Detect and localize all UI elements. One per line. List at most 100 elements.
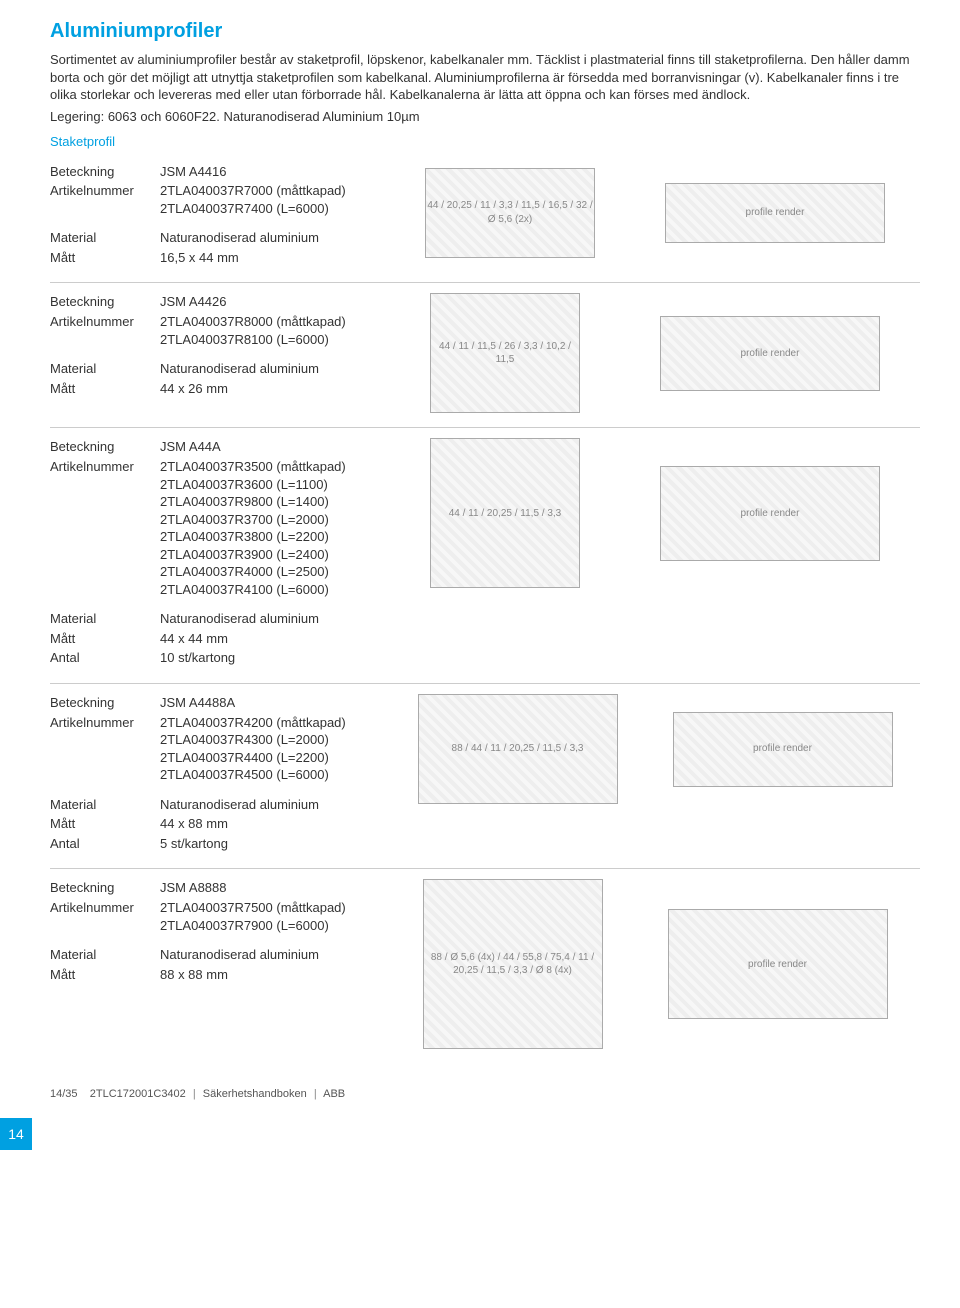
cross-section-diagram: 44 / 20,25 / 11 / 3,3 / 11,5 / 16,5 / 32… <box>425 168 595 258</box>
spec-table: BeteckningJSM A4416Artikelnummer2TLA0400… <box>50 163 390 269</box>
article-number: 2TLA040037R7500 (måttkapad) <box>160 899 390 917</box>
spec-value: 44 x 44 mm <box>160 630 390 648</box>
spec-label: Material <box>50 229 160 247</box>
spec-row-matt: Mått44 x 26 mm <box>50 380 390 398</box>
spec-value: Naturanodiserad aluminium <box>160 360 390 378</box>
spec-row-artikelnummer: Artikelnummer2TLA040037R4200 (måttkapad)… <box>50 714 390 784</box>
spec-value: 5 st/kartong <box>160 835 390 853</box>
spec-label: Artikelnummer <box>50 182 160 217</box>
spec-row-beteckning: BeteckningJSM A4416 <box>50 163 390 181</box>
spec-value: JSM A44A <box>160 438 390 456</box>
article-number: 2TLA040037R9800 (L=1400) <box>160 493 390 511</box>
spec-table: BeteckningJSM A8888Artikelnummer2TLA0400… <box>50 879 390 985</box>
profile-photo: profile render <box>660 316 880 391</box>
spec-row-matt: Mått88 x 88 mm <box>50 966 390 984</box>
cross-section-diagram: 88 / Ø 5,6 (4x) / 44 / 55,8 / 75,4 / 11 … <box>423 879 603 1049</box>
spec-label: Material <box>50 796 160 814</box>
profile-block: BeteckningJSM A4426 Artikelnummer2TLA0400… <box>50 282 920 427</box>
drawing-area: 44 / 11 / 20,25 / 11,5 / 3,3 profile rend… <box>390 438 920 588</box>
footer-page: 14/35 <box>50 1088 78 1100</box>
intro-line-2: Legering: 6063 och 6060F22. Naturanodise… <box>50 108 920 126</box>
spec-value: JSM A4416 <box>160 163 390 181</box>
spec-value: 88 x 88 mm <box>160 966 390 984</box>
side-chapter-tab: 14 <box>0 1118 32 1150</box>
spec-label: Beteckning <box>50 694 160 712</box>
article-number: 2TLA040037R3600 (L=1100) <box>160 476 390 494</box>
spec-value: 44 x 26 mm <box>160 380 390 398</box>
article-number: 2TLA040037R4300 (L=2000) <box>160 731 390 749</box>
spec-row-artikelnummer: Artikelnummer2TLA040037R7000 (måttkapad)… <box>50 182 390 217</box>
spec-value: Naturanodiserad aluminium <box>160 946 390 964</box>
cross-section-diagram: 44 / 11 / 11,5 / 26 / 3,3 / 10,2 / 11,5 <box>430 293 580 413</box>
spec-row-artikelnummer: Artikelnummer2TLA040037R3500 (måttkapad)… <box>50 458 390 598</box>
article-number: 2TLA040037R4200 (måttkapad) <box>160 714 390 732</box>
spec-label: Artikelnummer <box>50 714 160 784</box>
profile-block: BeteckningJSM A4416Artikelnummer2TLA0400… <box>50 153 920 283</box>
spec-label: Beteckning <box>50 163 160 181</box>
spec-row-beteckning: BeteckningJSM A4426 <box>50 293 390 311</box>
spec-value: 44 x 88 mm <box>160 815 390 833</box>
spec-row-antal: Antal10 st/kartong <box>50 649 390 667</box>
profile-block: BeteckningJSM A44AArtikelnummer2TLA04003… <box>50 427 920 683</box>
spec-value: 10 st/kartong <box>160 649 390 667</box>
spec-row-matt: Mått44 x 44 mm <box>50 630 390 648</box>
article-number: 2TLA040037R7400 (L=6000) <box>160 200 390 218</box>
spec-label: Artikelnummer <box>50 313 160 348</box>
article-number: 2TLA040037R3500 (måttkapad) <box>160 458 390 476</box>
article-number: 2TLA040037R8100 (L=6000) <box>160 331 390 349</box>
article-number: 2TLA040037R7900 (L=6000) <box>160 917 390 935</box>
spec-row-artikelnummer: Artikelnummer2TLA040037R8000 (måttkapad)… <box>50 313 390 348</box>
spec-value: 2TLA040037R3500 (måttkapad)2TLA040037R36… <box>160 458 390 598</box>
spec-label: Antal <box>50 649 160 667</box>
spec-row-material: MaterialNaturanodiserad aluminium <box>50 360 390 378</box>
profile-photo: profile render <box>665 183 885 243</box>
drawing-area: 88 / 44 / 11 / 20,25 / 11,5 / 3,3profile… <box>390 694 920 804</box>
spec-label: Artikelnummer <box>50 899 160 934</box>
spec-label: Antal <box>50 835 160 853</box>
article-number: 2TLA040037R4000 (L=2500) <box>160 563 390 581</box>
profile-photo: profile render <box>660 466 880 561</box>
spec-value: 2TLA040037R7000 (måttkapad)2TLA040037R74… <box>160 182 390 217</box>
spec-label: Mått <box>50 966 160 984</box>
spec-label: Artikelnummer <box>50 458 160 598</box>
spec-value: Naturanodiserad aluminium <box>160 229 390 247</box>
spec-value: JSM A8888 <box>160 879 390 897</box>
spec-row-antal: Antal5 st/kartong <box>50 835 390 853</box>
profile-block: BeteckningJSM A4488A Artikelnummer2TLA040… <box>50 683 920 868</box>
spec-label: Beteckning <box>50 879 160 897</box>
spec-label: Mått <box>50 249 160 267</box>
spec-row-matt: Mått44 x 88 mm <box>50 815 390 833</box>
spec-value: 16,5 x 44 mm <box>160 249 390 267</box>
spec-value: 2TLA040037R4200 (måttkapad)2TLA040037R43… <box>160 714 390 784</box>
spec-label: Mått <box>50 815 160 833</box>
spec-row-beteckning: BeteckningJSM A8888 <box>50 879 390 897</box>
spec-row-material: MaterialNaturanodiserad aluminium <box>50 796 390 814</box>
drawing-area: 44 / 20,25 / 11 / 3,3 / 11,5 / 16,5 / 32… <box>390 163 920 263</box>
spec-value: Naturanodiserad aluminium <box>160 796 390 814</box>
spec-label: Beteckning <box>50 438 160 456</box>
spec-row-matt: Mått16,5 x 44 mm <box>50 249 390 267</box>
article-number: 2TLA040037R3800 (L=2200) <box>160 528 390 546</box>
footer-book: Säkerhetshandboken <box>203 1088 307 1100</box>
cross-section-diagram: 44 / 11 / 20,25 / 11,5 / 3,3 <box>430 438 580 588</box>
spec-table: BeteckningJSM A4426 Artikelnummer2TLA0400… <box>50 293 390 399</box>
intro-paragraph: Sortimentet av aluminiumprofiler består … <box>50 51 920 104</box>
spec-label: Material <box>50 610 160 628</box>
page-footer: 14/35 2TLC172001C3402 | Säkerhetshandbok… <box>50 1087 920 1102</box>
spec-value: 2TLA040037R8000 (måttkapad)2TLA040037R81… <box>160 313 390 348</box>
spec-label: Material <box>50 946 160 964</box>
spec-row-artikelnummer: Artikelnummer2TLA040037R7500 (måttkapad)… <box>50 899 390 934</box>
article-number: 2TLA040037R7000 (måttkapad) <box>160 182 390 200</box>
page-title: Aluminiumprofiler <box>50 18 920 45</box>
footer-sep-2: | <box>314 1088 317 1100</box>
cross-section-diagram: 88 / 44 / 11 / 20,25 / 11,5 / 3,3 <box>418 694 618 804</box>
article-number: 2TLA040037R4400 (L=2200) <box>160 749 390 767</box>
section-label-staketprofil: Staketprofil <box>50 133 920 151</box>
spec-row-beteckning: BeteckningJSM A4488A <box>50 694 390 712</box>
article-number: 2TLA040037R4100 (L=6000) <box>160 581 390 599</box>
drawing-area: 44 / 11 / 11,5 / 26 / 3,3 / 10,2 / 11,5 p… <box>390 293 920 413</box>
spec-label: Mått <box>50 380 160 398</box>
article-number: 2TLA040037R3900 (L=2400) <box>160 546 390 564</box>
footer-brand: ABB <box>323 1088 345 1100</box>
spec-value: 2TLA040037R7500 (måttkapad)2TLA040037R79… <box>160 899 390 934</box>
